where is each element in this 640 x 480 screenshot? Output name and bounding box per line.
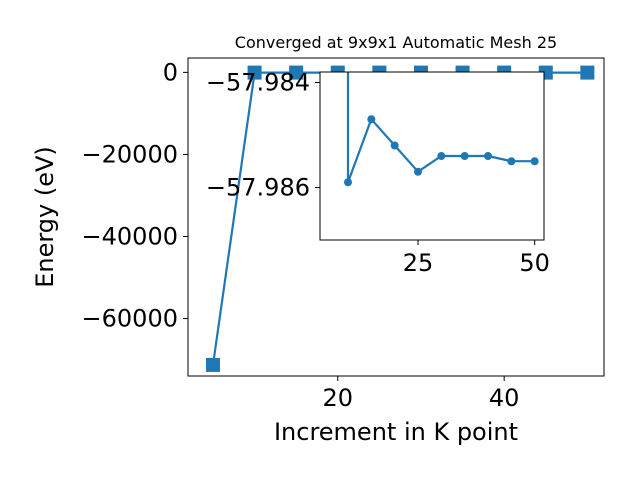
- inset-background: [320, 72, 544, 240]
- x-axis-label: Increment in K point: [274, 418, 518, 446]
- inset-data-point: [367, 115, 376, 124]
- inset-data-point: [414, 167, 422, 176]
- main-y-ticks: 0 −20000 −40000 −60000: [82, 58, 188, 333]
- main-data-point: [247, 65, 262, 80]
- inset-series-group: [344, 72, 539, 187]
- main-data-point: [289, 65, 304, 80]
- inset-plot-frame: [319, 71, 545, 241]
- main-data-point: [205, 357, 220, 372]
- y-axis-label: Energy (eV): [31, 146, 59, 288]
- inset-data-point: [530, 157, 539, 166]
- inset-data-point: [437, 152, 446, 160]
- inset-y-ticks: −57.986 −57.984: [206, 69, 320, 202]
- main-x-tick-label: 20: [322, 384, 353, 412]
- main-data-point: [580, 65, 595, 80]
- main-y-tick-label: −20000: [82, 140, 178, 168]
- inset-y-tick-label: −57.986: [206, 174, 310, 202]
- main-x-ticks: 20 40: [322, 376, 519, 412]
- main-y-tick-label: −40000: [82, 222, 178, 250]
- inset-data-point: [344, 178, 352, 187]
- chart-title: Converged at 9x9x1 Automatic Mesh 25: [235, 33, 557, 52]
- inset-series: [344, 72, 539, 187]
- inset-y-tick-label: −57.984: [206, 69, 310, 97]
- inset-data-point: [390, 141, 399, 150]
- inset-data-point: [460, 152, 469, 160]
- inset-data-point: [507, 157, 516, 166]
- main-plot-frame: [187, 57, 605, 377]
- inset-x-tick-label: 25: [403, 249, 434, 277]
- inset-x-tick-label: 50: [519, 249, 550, 277]
- main-x-tick-label: 40: [489, 384, 520, 412]
- inset-data-point: [484, 152, 492, 160]
- inset-x-ticks: 25 50: [403, 240, 550, 277]
- inset-axes: 25 50 −57.986 −57.984: [206, 69, 550, 278]
- main-y-tick-label: 0: [163, 58, 178, 86]
- main-y-tick-label: −60000: [82, 305, 178, 333]
